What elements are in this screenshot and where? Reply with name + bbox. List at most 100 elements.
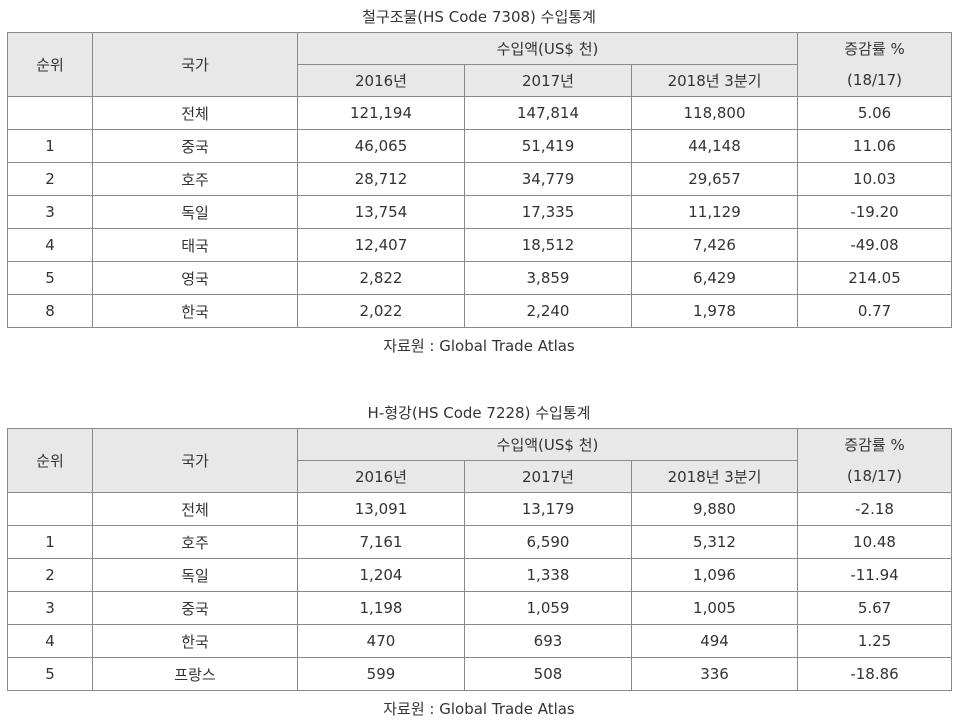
table-cell: 1	[7, 129, 93, 163]
table-row: 1 호주 7,161 6,590 5,312 10.48	[7, 525, 953, 559]
table-cell: 독일	[92, 558, 298, 592]
table-row: 전체 13,091 13,179 9,880 -2.18	[7, 492, 953, 526]
table-cell: 12,407	[297, 228, 465, 262]
header-cell: 수입액(US$ 천)	[296, 428, 799, 461]
table-cell: 13,091	[297, 492, 465, 526]
table-cell: 44,148	[630, 129, 799, 163]
table-cell: 1,059	[464, 591, 632, 625]
table-cell: 7,161	[297, 525, 465, 559]
table-cell: 51,419	[464, 129, 632, 163]
table-cell: 46,065	[297, 129, 465, 163]
table-cell: 태국	[92, 228, 298, 262]
table-cell: -11.94	[797, 558, 953, 592]
header-row: 순위 국가 수입액(US$ 천) 증감률 % (18/17)	[7, 32, 953, 97]
table-cell: 4	[7, 624, 93, 658]
table-cell: 중국	[92, 591, 298, 625]
table-cell: 9,880	[630, 492, 799, 526]
table-cell: 494	[630, 624, 799, 658]
table-cell: -49.08	[797, 228, 953, 262]
table-cell: 8	[7, 294, 93, 328]
table-cell: 0.77	[797, 294, 953, 328]
table-cell: 호주	[92, 162, 298, 196]
header-cell: 순위	[7, 428, 93, 493]
table-cell	[7, 96, 93, 130]
table-cell: 11.06	[797, 129, 953, 163]
table-cell: 2	[7, 162, 93, 196]
table-cell: 5,312	[630, 525, 799, 559]
table-cell: 693	[464, 624, 632, 658]
header-text: 증감률 %	[844, 39, 905, 58]
header-cell: 국가	[92, 32, 298, 97]
header-cell: 2016년	[297, 460, 465, 493]
source-note: 자료원 : Global Trade Atlas	[383, 700, 575, 718]
table-cell: 전체	[92, 492, 298, 526]
table-cell: 3,859	[464, 261, 632, 295]
table-row: 2 독일 1,204 1,338 1,096 -11.94	[7, 558, 953, 592]
table-cell: 1,978	[630, 294, 799, 328]
table-cell: 11,129	[630, 195, 799, 229]
table-cell: 호주	[92, 525, 298, 559]
table-cell: 29,657	[630, 162, 799, 196]
table-cell: 한국	[92, 624, 298, 658]
table-title: 철구조물(HS Code 7308) 수입통계	[362, 8, 596, 26]
table-cell: 5.06	[797, 96, 953, 130]
header-cell: 수입액(US$ 천)	[296, 32, 799, 65]
header-row: 순위 국가 수입액(US$ 천) 증감률 % (18/17)	[7, 428, 953, 493]
source-note: 자료원 : Global Trade Atlas	[383, 337, 575, 355]
table-cell: 중국	[92, 129, 298, 163]
header-row: 2016년 2017년 2018년 3분기	[8, 64, 952, 97]
table-cell: 1.25	[797, 624, 953, 658]
table-cell: 4	[7, 228, 93, 262]
table-cell: 전체	[92, 96, 298, 130]
table-cell: 2,022	[297, 294, 465, 328]
table-cell: 18,512	[464, 228, 632, 262]
table-cell: 336	[630, 657, 799, 691]
table-section: H-형강(HS Code 7228) 수입통계 순위 국가 수입액(US$ 천) 증감률…	[7, 398, 953, 727]
table-row: 4 태국 12,407 18,512 7,426 -49.08	[7, 228, 953, 262]
table-cell: 6,590	[464, 525, 632, 559]
header-text: 증감률 %	[844, 435, 905, 454]
header-text: (18/17)	[847, 70, 902, 89]
header-cell: 순위	[7, 32, 93, 97]
header-cell: 2017년	[464, 460, 632, 493]
data-table: 순위 국가 수입액(US$ 천) 증감률 % (18/17) 2016년 2017년 2018…	[7, 32, 953, 328]
table-cell: 5.67	[797, 591, 953, 625]
table-cell: 5	[7, 261, 93, 295]
table-cell: 2,240	[464, 294, 632, 328]
header-cell: 증감률 % (18/17)	[797, 32, 953, 97]
table-cell: 3	[7, 195, 93, 229]
table-cell: 470	[297, 624, 465, 658]
header-cell: 국가	[92, 428, 298, 493]
table-cell: 508	[464, 657, 632, 691]
table-row: 8 한국 2,022 2,240 1,978 0.77	[7, 294, 953, 328]
table-cell: 10.48	[797, 525, 953, 559]
table-cell: 2,822	[297, 261, 465, 295]
table-cell: 599	[297, 657, 465, 691]
table-cell: 프랑스	[92, 657, 298, 691]
table-section: 철구조물(HS Code 7308) 수입통계 순위 국가 수입액(US$ 천) 증감률…	[7, 2, 953, 364]
header-cell: 2018년 3분기	[630, 64, 799, 97]
header-cell: 2016년	[297, 64, 465, 97]
table-cell: 6,429	[630, 261, 799, 295]
table-cell: -19.20	[797, 195, 953, 229]
table-row: 5 프랑스 599 508 336 -18.86	[7, 657, 953, 691]
table-cell: 214.05	[797, 261, 953, 295]
table-cell: 13,179	[464, 492, 632, 526]
table-cell: 13,754	[297, 195, 465, 229]
table-cell: 34,779	[464, 162, 632, 196]
table-cell: 7,426	[630, 228, 799, 262]
table-cell: 121,194	[297, 96, 465, 130]
table-row: 1 중국 46,065 51,419 44,148 11.06	[7, 129, 953, 163]
table-cell: 한국	[92, 294, 298, 328]
table-cell: 영국	[92, 261, 298, 295]
table-cell: 1,198	[297, 591, 465, 625]
table-row: 3 중국 1,198 1,059 1,005 5.67	[7, 591, 953, 625]
table-row: 전체 121,194 147,814 118,800 5.06	[7, 96, 953, 130]
header-cell: 2018년 3분기	[630, 460, 799, 493]
header-cell: 증감률 % (18/17)	[797, 428, 953, 493]
table-title: H-형강(HS Code 7228) 수입통계	[367, 404, 591, 422]
table-cell: 1,005	[630, 591, 799, 625]
table-cell: -2.18	[797, 492, 953, 526]
